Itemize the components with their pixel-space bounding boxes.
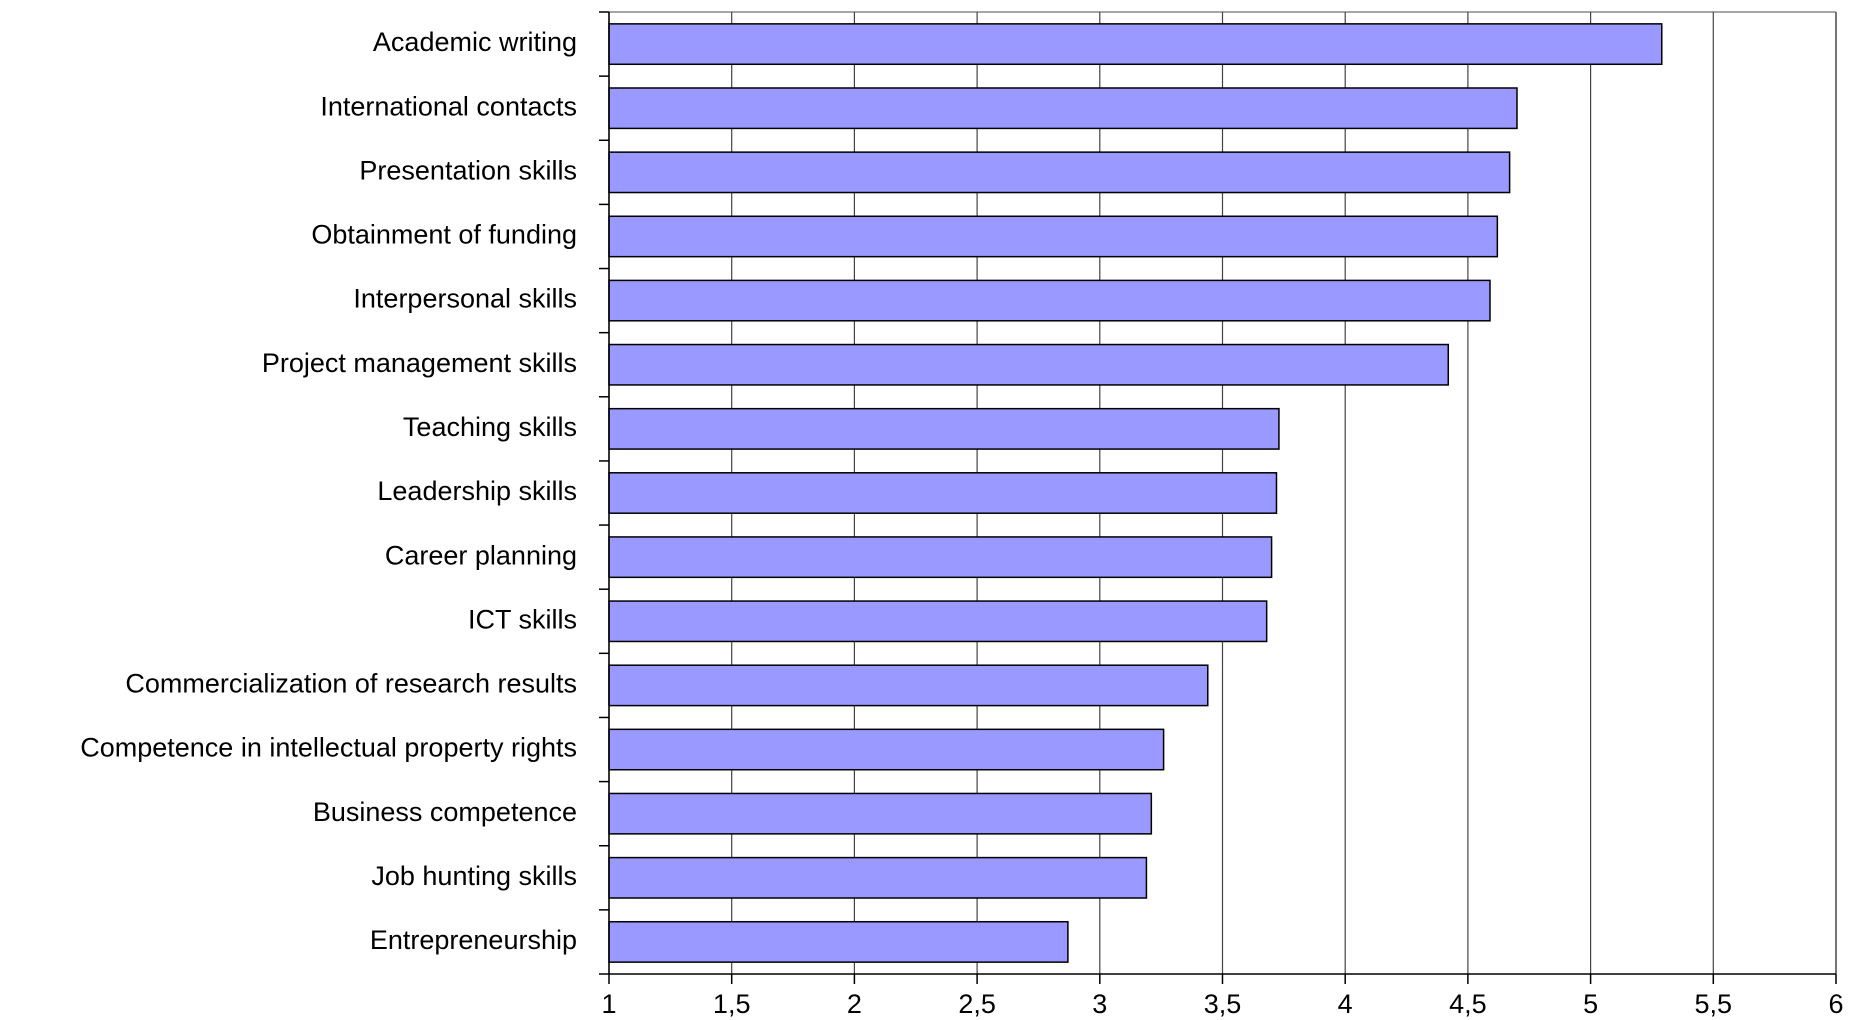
x-tick-label: 3,5 — [1204, 989, 1242, 1019]
y-tick-label: Academic writing — [373, 27, 577, 57]
y-tick-label: Job hunting skills — [371, 861, 577, 891]
y-tick-label: Business competence — [313, 797, 577, 827]
x-tick-label: 2 — [847, 989, 862, 1019]
y-tick-label: Entrepreneurship — [370, 925, 577, 955]
y-tick-label: Interpersonal skills — [353, 284, 577, 314]
x-tick-label: 4 — [1338, 989, 1353, 1019]
y-tick-label: Project management skills — [262, 348, 577, 378]
bar — [608, 792, 1153, 835]
bar — [608, 151, 1511, 194]
x-tick-label: 1,5 — [713, 989, 751, 1019]
bar — [608, 472, 1278, 514]
bar — [608, 600, 1268, 643]
x-tick-label: 5,5 — [1695, 989, 1733, 1019]
x-tick-label: 4,5 — [1449, 989, 1487, 1019]
y-tick-label: International contacts — [320, 91, 577, 121]
y-tick-label: Leadership skills — [377, 476, 577, 506]
y-tick-label: Career planning — [385, 540, 577, 570]
bar — [608, 279, 1491, 322]
bar — [608, 664, 1209, 707]
bar — [608, 87, 1518, 130]
y-tick-label: Presentation skills — [359, 155, 577, 185]
bar — [608, 215, 1499, 258]
bar — [608, 23, 1663, 66]
x-tick-label: 1 — [601, 989, 616, 1019]
x-tick-label: 2,5 — [958, 989, 996, 1019]
bar — [608, 920, 1069, 963]
x-tick-label: 6 — [1828, 989, 1843, 1019]
bar — [608, 536, 1273, 579]
y-tick-label: Commercialization of research results — [125, 669, 577, 699]
y-tick-label: Obtainment of funding — [311, 220, 577, 250]
x-tick-label: 3 — [1092, 989, 1107, 1019]
y-tick-label: Teaching skills — [403, 412, 577, 442]
x-tick-label: 5 — [1583, 989, 1598, 1019]
y-tick-label: Competence in intellectual property righ… — [80, 733, 577, 763]
bar — [608, 407, 1280, 450]
bar — [608, 728, 1165, 771]
bar — [608, 856, 1148, 899]
y-tick-label: ICT skills — [468, 604, 577, 634]
bar — [608, 343, 1450, 386]
